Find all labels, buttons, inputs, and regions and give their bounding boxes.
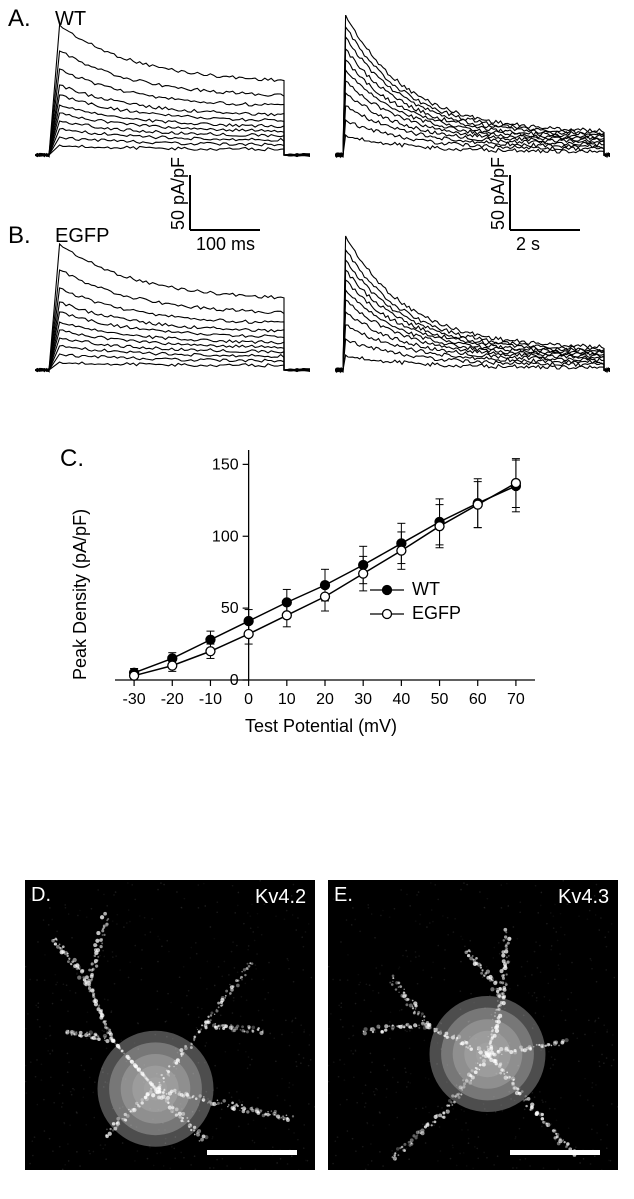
trace-A_short	[35, 15, 310, 165]
svg-text:-20: -20	[161, 691, 184, 708]
svg-text:-30: -30	[123, 691, 146, 708]
scalebar-left-x: 100 ms	[196, 234, 255, 255]
svg-text:-10: -10	[199, 691, 222, 708]
scalebar-right-x: 2 s	[516, 234, 540, 255]
svg-text:50: 50	[431, 691, 449, 708]
scalebar-left-y: 50 pA/pF	[168, 157, 189, 230]
trace-A_long	[335, 15, 610, 165]
condition-label-A: WT	[55, 8, 86, 31]
svg-text:EGFP: EGFP	[412, 603, 461, 623]
scalebar-right-y: 50 pA/pF	[488, 157, 509, 230]
chart-y-label: Peak Density (pA/pF)	[70, 509, 91, 680]
svg-text:70: 70	[507, 691, 525, 708]
svg-text:0: 0	[230, 672, 239, 689]
svg-text:40: 40	[392, 691, 410, 708]
protein-label-D: Kv4.2	[255, 886, 306, 909]
svg-text:WT: WT	[412, 579, 440, 599]
condition-label-B: EGFP	[55, 225, 109, 248]
svg-text:150: 150	[212, 456, 239, 473]
micrograph-E	[328, 880, 618, 1170]
panel-label-B: B.	[8, 222, 31, 250]
svg-text:30: 30	[354, 691, 372, 708]
panel-label-D: D.	[31, 884, 51, 907]
svg-text:0: 0	[244, 691, 253, 708]
protein-label-E: Kv4.3	[558, 886, 609, 909]
svg-text:100: 100	[212, 528, 239, 545]
svg-text:20: 20	[316, 691, 334, 708]
svg-text:60: 60	[469, 691, 487, 708]
panel-label-E: E.	[334, 884, 353, 907]
micrograph-D	[25, 880, 315, 1170]
svg-text:10: 10	[278, 691, 296, 708]
panel-label-A: A.	[8, 5, 31, 33]
svg-text:50: 50	[221, 600, 239, 617]
chart-x-label: Test Potential (mV)	[245, 716, 397, 737]
chart-peak-density: 0 50 100 150 -30 -20 -10 0 10 20 30 40 50 60 70 WT EGFP	[55, 440, 634, 760]
